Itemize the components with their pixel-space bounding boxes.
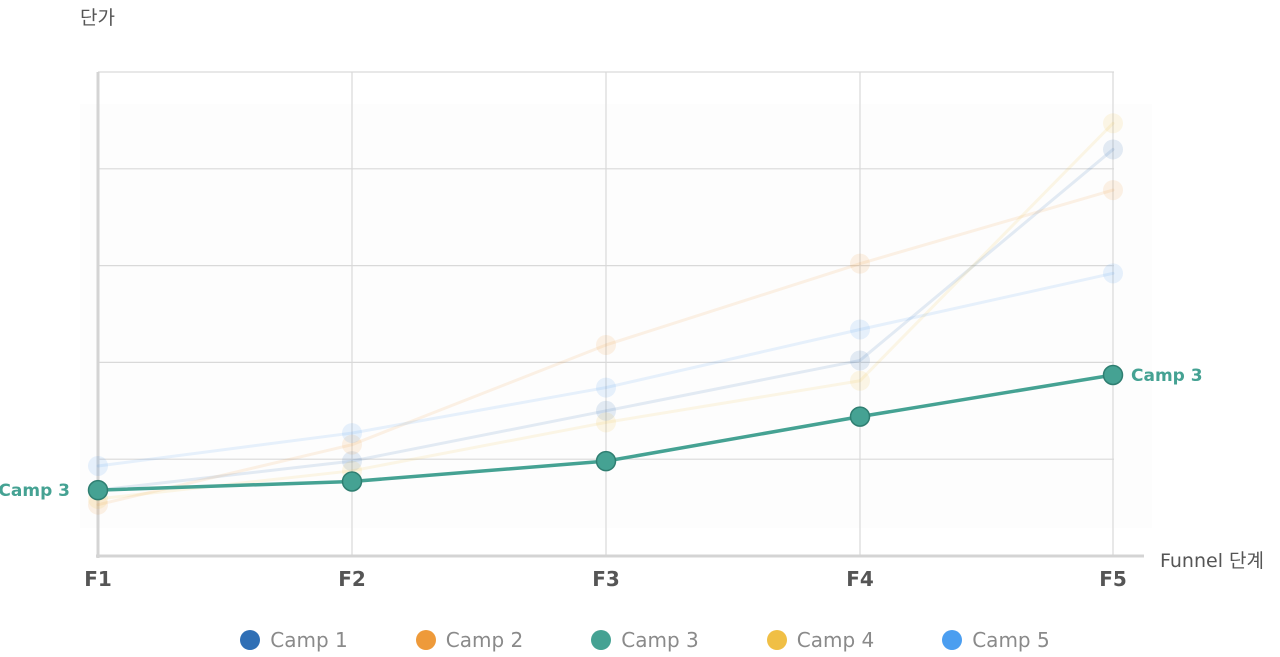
data-point-camp-1-f2[interactable] [342,451,362,472]
legend-label: Camp 1 [270,628,348,652]
series-end-label-right: Camp 3 [1131,366,1203,386]
data-point-camp-1-f5[interactable] [1103,139,1123,160]
legend-item-camp-3[interactable]: Camp 3 [591,628,699,652]
y-axis-title: 단가 [80,7,115,29]
legend-label: Camp 4 [796,628,875,652]
x-tick-label: F4 [846,567,874,591]
data-point-camp-3-f2[interactable] [341,471,363,492]
data-point-camp-5-f3[interactable] [596,377,616,398]
x-tick-label: F5 [1099,567,1127,591]
data-point-camp-5-f2[interactable] [342,423,362,444]
data-point-camp-4-f5[interactable] [1103,113,1123,134]
data-point-camp-5-f1[interactable] [88,455,108,476]
legend-dot-icon [415,630,436,650]
x-tick-label: F3 [592,567,620,591]
legend-label: Camp 5 [972,628,1050,652]
series-line-camp-4[interactable] [96,121,1115,501]
legend-dot-icon [240,630,261,650]
data-point-camp-3-f5[interactable] [1102,364,1124,386]
data-point-camp-5-f4[interactable] [850,319,870,340]
x-tick-label: F2 [338,567,366,591]
data-point-camp-3-f1[interactable] [87,479,109,501]
data-point-camp-3-f4[interactable] [849,406,871,427]
legend-item-camp-4[interactable]: Camp 4 [766,628,875,652]
data-point-camp-5-f5[interactable] [1103,263,1123,284]
series-end-label-left: Camp 3 [0,481,70,501]
x-tick-label: F1 [84,567,112,591]
data-point-camp-4-f4[interactable] [850,370,870,391]
data-point-camp-3-f3[interactable] [595,450,617,472]
legend: Camp 1 Camp 2 Camp 3 Camp 4 Camp 5 [0,624,1280,656]
series-line-camp-1[interactable] [96,147,1115,492]
legend-item-camp-2[interactable]: Camp 2 [415,628,524,652]
data-point-camp-2-f1[interactable] [88,494,108,515]
legend-dot-icon [766,630,787,650]
legend-dot-icon [942,630,963,650]
legend-item-camp-1[interactable]: Camp 1 [240,628,348,652]
series-line-camp-5[interactable] [96,271,1115,468]
data-point-camp-2-f4[interactable] [850,253,870,274]
legend-label: Camp 3 [621,628,699,652]
data-point-camp-2-f2[interactable] [342,434,362,455]
x-axis-title: Funnel 단계 [1160,550,1264,572]
legend-label: Camp 2 [445,628,524,652]
data-point-camp-1-f3[interactable] [596,400,616,421]
legend-item-camp-5[interactable]: Camp 5 [942,628,1050,652]
plot-background [80,104,1152,528]
series-line-camp-2[interactable] [96,188,1115,507]
data-point-camp-1-f4[interactable] [850,350,870,371]
legend-dot-icon [591,630,612,650]
data-point-camp-2-f3[interactable] [596,334,616,355]
data-point-camp-4-f3[interactable] [596,412,616,433]
data-point-camp-2-f5[interactable] [1103,180,1123,201]
